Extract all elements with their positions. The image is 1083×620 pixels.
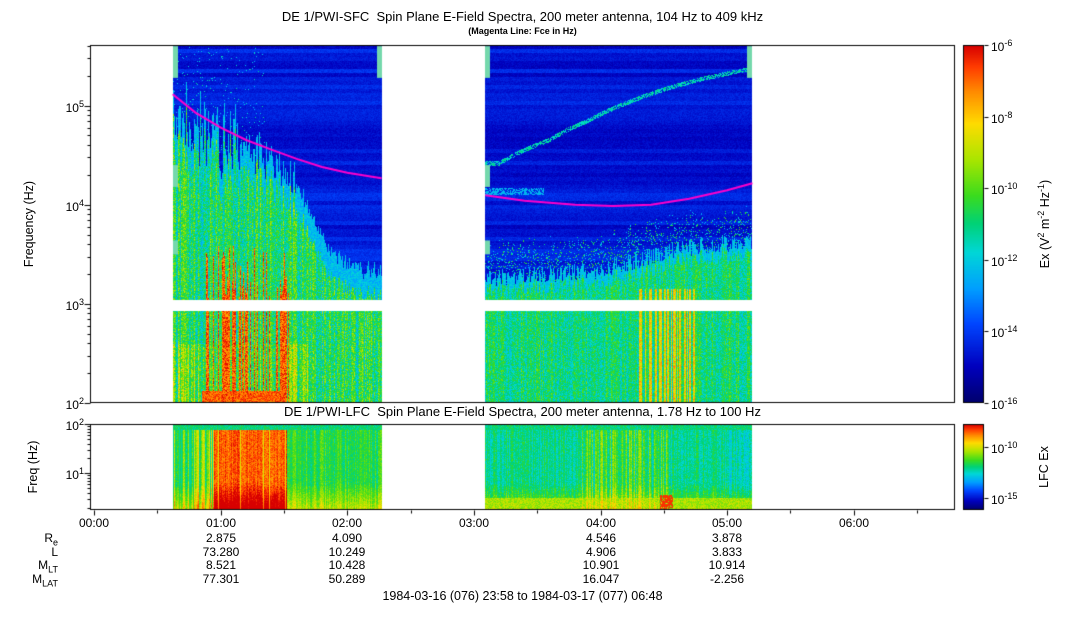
row-label-text: L [51,545,58,559]
x-axis-tick-label: 02:00 [331,516,363,530]
time-range-footer: 1984-03-16 (076) 23:58 to 1984-03-17 (07… [382,589,663,603]
ephemeris-value: 8.521 [205,558,237,572]
sfc-title: DE 1/PWI-SFC Spin Plane E-Field Spectra,… [281,9,764,24]
y-axis-tick-label: 102 [65,396,84,412]
row-label: Re [8,531,58,547]
x-axis-tick-label: 03:00 [458,516,490,530]
y-axis-tick-label: 103 [65,297,84,313]
ephemeris-value: 16.047 [582,572,620,586]
ephemeris-value: 4.906 [585,545,617,559]
ephemeris-value: 73.280 [202,545,240,559]
ephemeris-value: 10.249 [328,545,366,559]
colorbar-tick-label: 10-15 [991,491,1018,507]
y-axis-tick-label: 102 [65,417,84,433]
ephemeris-value: 3.878 [711,531,743,545]
row-label: MLT [8,558,58,574]
ephemeris-value: 10.914 [708,558,746,572]
ephemeris-value: 10.901 [582,558,620,572]
sfc-subtitle: (Magenta Line: Fce in Hz) [468,26,577,36]
x-axis-tick-label: 01:00 [205,516,237,530]
sfc-colorbar-label: Ex (V2 m-2 Hz-1) [1035,179,1053,269]
ephemeris-row-l: L 73.280 10.249 4.906 3.833 [0,545,1083,561]
ephemeris-value: 2.875 [205,531,237,545]
ephemeris-value: 77.301 [202,572,240,586]
ephemeris-value: -2.256 [709,572,745,586]
x-axis-tick-label: 04:00 [585,516,617,530]
colorbar-tick-label: 10-6 [991,38,1013,54]
ephemeris-row-mlat: MLAT 77.301 50.289 16.047 -2.256 [0,572,1083,588]
sfc-y-axis-label: Frequency (Hz) [22,180,36,268]
ephemeris-value: 4.090 [331,531,363,545]
row-label-sub: e [52,537,58,548]
lfc-y-axis-label: Freq (Hz) [26,440,40,494]
colorbar-tick-label: 10-16 [991,396,1018,412]
ephemeris-value: 50.289 [328,572,366,586]
x-axis-tick-label: 06:00 [838,516,870,530]
ephemeris-value: 3.833 [711,545,743,559]
colorbar-tick-label: 10-8 [991,110,1013,126]
ephemeris-row-mlt: MLT 8.521 10.428 10.901 10.914 [0,558,1083,574]
ephemeris-value: 10.428 [328,558,366,572]
ephemeris-row-re: Re 2.875 4.090 4.546 3.878 [0,531,1083,547]
lfc-title: DE 1/PWI-LFC Spin Plane E-Field Spectra,… [284,404,761,419]
row-label-sub: LAT [42,578,58,589]
y-axis-tick-label: 101 [65,466,84,482]
ephemeris-value: 4.546 [585,531,617,545]
row-label: MLAT [8,572,58,588]
y-axis-tick-label: 105 [65,99,84,115]
row-label-text: M [32,572,43,586]
y-axis-tick-label: 104 [65,198,84,214]
colorbar-tick-label: 10-14 [991,324,1018,340]
x-axis-tick-label: 00:00 [78,516,110,530]
colorbar-tick-label: 10-10 [991,181,1018,197]
x-axis-tick-label: 05:00 [711,516,743,530]
colorbar-tick-label: 10-10 [991,440,1018,456]
row-label-text: R [44,531,53,545]
row-label-text: M [38,558,49,572]
row-label: L [8,545,58,561]
colorbar-tick-label: 10-12 [991,253,1018,269]
row-label-sub: LT [48,564,58,575]
lfc-colorbar-label: LFC Ex [1037,446,1051,488]
